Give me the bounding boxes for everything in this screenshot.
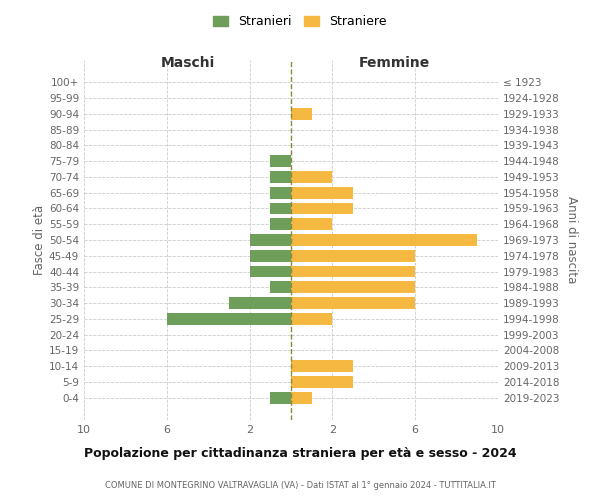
Bar [291,392,312,404]
Text: Femmine: Femmine [359,56,430,70]
Bar [271,392,291,404]
Text: Popolazione per cittadinanza straniera per età e sesso - 2024: Popolazione per cittadinanza straniera p… [83,448,517,460]
Legend: Stranieri, Straniere: Stranieri, Straniere [209,11,391,32]
Bar [271,155,291,167]
Bar [250,266,291,278]
Bar [167,313,291,325]
Bar [291,266,415,278]
Bar [250,234,291,246]
Y-axis label: Anni di nascita: Anni di nascita [565,196,578,284]
Bar [271,218,291,230]
Bar [291,187,353,198]
Bar [291,360,353,372]
Bar [291,171,332,183]
Text: COMUNE DI MONTEGRINO VALTRAVAGLIA (VA) - Dati ISTAT al 1° gennaio 2024 - TUTTITA: COMUNE DI MONTEGRINO VALTRAVAGLIA (VA) -… [104,480,496,490]
Bar [271,171,291,183]
Bar [271,282,291,293]
Bar [229,297,291,309]
Bar [271,202,291,214]
Bar [291,108,312,120]
Bar [291,313,332,325]
Text: Maschi: Maschi [160,56,215,70]
Y-axis label: Fasce di età: Fasce di età [33,205,46,275]
Bar [291,202,353,214]
Bar [291,297,415,309]
Bar [291,218,332,230]
Bar [291,282,415,293]
Bar [291,376,353,388]
Bar [291,234,478,246]
Bar [271,187,291,198]
Bar [291,250,415,262]
Bar [250,250,291,262]
